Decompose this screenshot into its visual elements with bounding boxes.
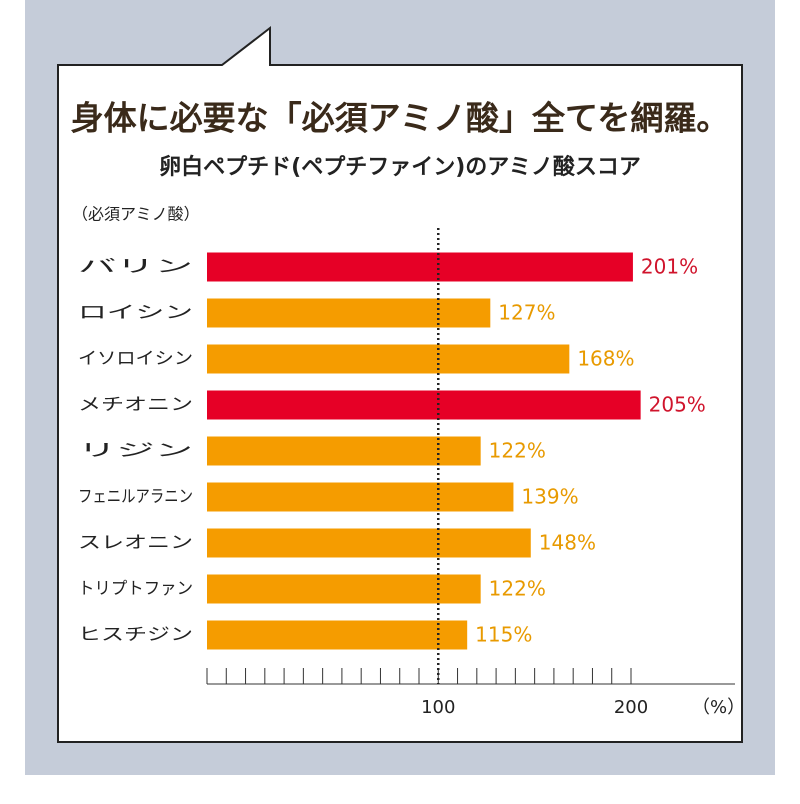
category-label: バリン bbox=[78, 257, 193, 277]
bar bbox=[207, 298, 491, 328]
bar bbox=[207, 528, 531, 558]
y-axis-label: （必須アミノ酸） bbox=[72, 205, 200, 224]
x-axis-label: （%） bbox=[692, 697, 745, 718]
value-label: 148% bbox=[539, 531, 596, 555]
chart-title: 身体に必要な「必須アミノ酸」全てを網羅。 bbox=[71, 99, 730, 138]
category-label: フェニルアラニン bbox=[78, 487, 193, 507]
bar bbox=[207, 620, 468, 650]
category-label: ヒスチジン bbox=[78, 625, 193, 645]
bar bbox=[207, 252, 633, 282]
category-label: イソロイシン bbox=[78, 349, 193, 369]
bar bbox=[207, 436, 481, 466]
value-label: 201% bbox=[641, 255, 698, 279]
value-label: 115% bbox=[475, 623, 532, 647]
category-label: ロイシン bbox=[78, 303, 193, 323]
value-label: 122% bbox=[489, 577, 546, 601]
category-label: リジン bbox=[78, 441, 193, 461]
x-tick-label: 100 bbox=[421, 697, 455, 718]
value-label: 168% bbox=[577, 347, 634, 371]
speech-bubble bbox=[57, 25, 743, 743]
value-label: 122% bbox=[489, 439, 546, 463]
bar bbox=[207, 482, 514, 512]
value-label: 139% bbox=[521, 485, 578, 509]
category-label: メチオニン bbox=[78, 395, 193, 415]
chart-subtitle: 卵白ペプチド(ペプチファイン)のアミノ酸スコア bbox=[159, 154, 641, 180]
x-tick-label: 200 bbox=[614, 697, 648, 718]
value-label: 205% bbox=[649, 393, 706, 417]
bar bbox=[207, 344, 570, 374]
bar bbox=[207, 390, 641, 420]
bar bbox=[207, 574, 481, 604]
category-label: トリプトファン bbox=[78, 579, 193, 599]
category-label: スレオニン bbox=[78, 533, 193, 553]
value-label: 127% bbox=[498, 301, 555, 325]
